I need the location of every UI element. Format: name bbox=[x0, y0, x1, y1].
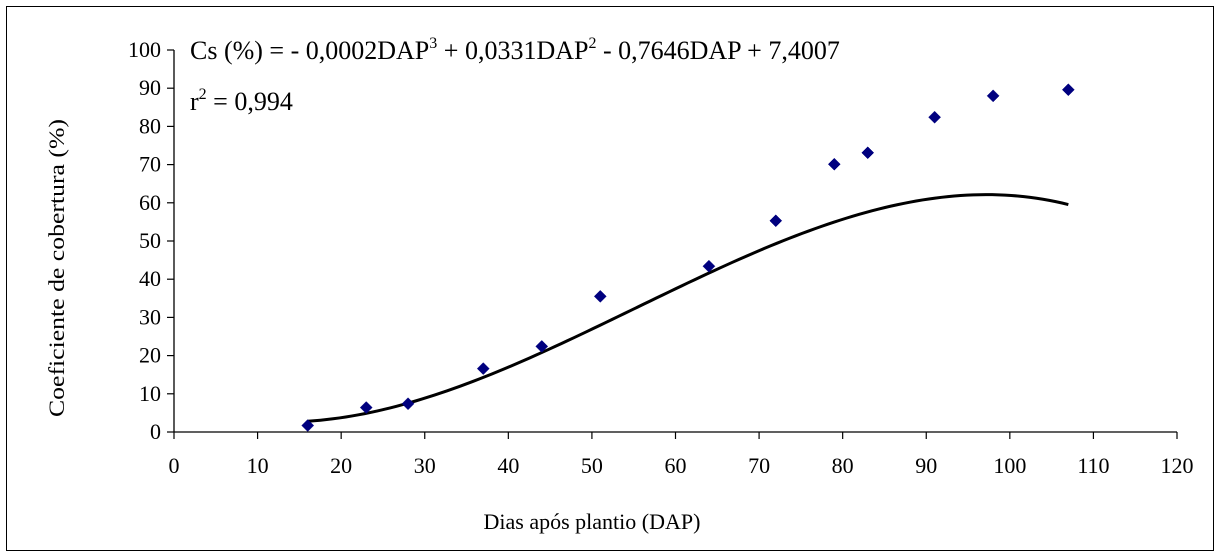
data-point bbox=[769, 214, 783, 228]
equation-exponent-3: 3 bbox=[429, 35, 437, 52]
equation-exponent-2: 2 bbox=[588, 35, 596, 52]
equation-tail: - 0,7646DAP + 7,4007 bbox=[596, 36, 839, 65]
trendline bbox=[307, 193, 1069, 423]
y-tick-label: 30 bbox=[139, 304, 161, 329]
trendline-equation: Cs (%) = - 0,0002DAP3 + 0,0331DAP2 - 0,7… bbox=[190, 35, 840, 65]
y-tick-label: 20 bbox=[139, 343, 161, 368]
data-point bbox=[593, 290, 607, 303]
data-point bbox=[401, 397, 415, 411]
x-tick-label: 80 bbox=[832, 453, 854, 478]
equation-middle: + 0,0331DAP bbox=[437, 36, 588, 65]
y-tick-label: 40 bbox=[139, 266, 161, 291]
data-point bbox=[861, 146, 875, 160]
data-points bbox=[301, 83, 1075, 432]
r-squared-value: = 0,994 bbox=[207, 87, 293, 116]
x-tick-label: 110 bbox=[1077, 453, 1109, 478]
x-tick-label: 50 bbox=[581, 453, 603, 478]
data-point bbox=[1061, 83, 1075, 97]
y-tick-label: 10 bbox=[139, 381, 161, 406]
data-point bbox=[928, 110, 941, 124]
x-tick-label: 0 bbox=[169, 453, 180, 478]
y-tick-label: 0 bbox=[150, 419, 161, 444]
x-tick-label: 30 bbox=[414, 453, 436, 478]
x-tick-label: 60 bbox=[665, 453, 687, 478]
axes bbox=[173, 50, 1177, 433]
x-tick-label: 90 bbox=[915, 453, 937, 478]
trendline-group bbox=[307, 193, 1069, 423]
y-tick-label: 90 bbox=[139, 75, 161, 100]
x-tick-label: 120 bbox=[1161, 453, 1194, 478]
data-point bbox=[476, 362, 490, 375]
x-tick-label: 10 bbox=[247, 453, 269, 478]
ticks: 0 10 20 30 40 50 60 70 80 90 100 110 120 0 10 20 30 40 50 6… bbox=[128, 37, 1194, 478]
y-tick-label: 70 bbox=[139, 152, 161, 177]
x-axis-title: Dias após plantio (DAP) bbox=[484, 509, 701, 534]
data-point bbox=[827, 157, 841, 171]
data-point bbox=[535, 340, 549, 353]
x-tick-label: 70 bbox=[748, 453, 770, 478]
chart-frame bbox=[6, 6, 1214, 551]
r-squared-base: r bbox=[190, 87, 199, 116]
equation-prefix: Cs (%) = - 0,0002DAP bbox=[190, 36, 429, 65]
r-squared-exponent: 2 bbox=[199, 86, 207, 103]
y-tick-label: 100 bbox=[128, 37, 161, 62]
data-point bbox=[301, 419, 315, 432]
data-point bbox=[702, 259, 716, 273]
y-tick-label: 60 bbox=[139, 190, 161, 215]
y-tick-label: 50 bbox=[139, 228, 161, 253]
y-axis-title: Coeficiente de cobertura (%) bbox=[44, 119, 69, 417]
x-tick-label: 20 bbox=[330, 453, 352, 478]
r-squared-label: r2 = 0,994 bbox=[190, 86, 293, 116]
data-point bbox=[986, 89, 1000, 103]
y-tick-label: 80 bbox=[139, 113, 161, 138]
x-tick-label: 40 bbox=[497, 453, 519, 478]
data-point bbox=[359, 401, 373, 414]
x-tick-label: 100 bbox=[993, 453, 1026, 478]
